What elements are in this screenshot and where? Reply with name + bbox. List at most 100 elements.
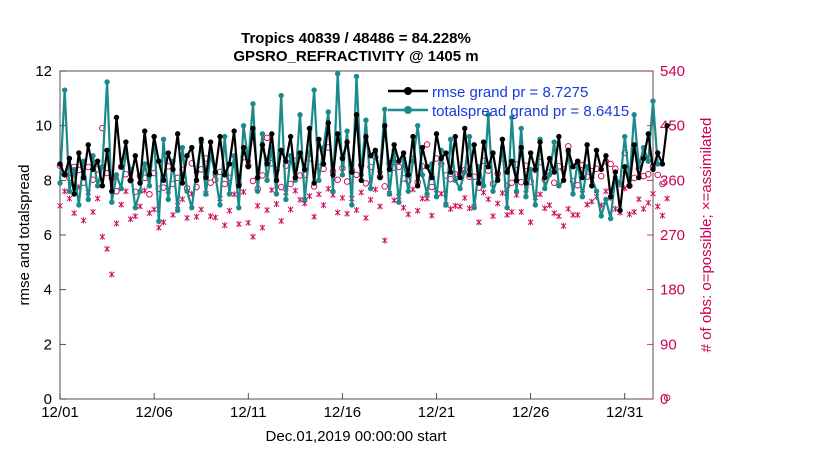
series-point-spread xyxy=(452,177,459,184)
y-tick-label: 8 xyxy=(44,172,52,189)
obs-assimilated-point xyxy=(118,201,125,208)
series-point-rmse xyxy=(269,131,275,137)
obs-assimilated-point xyxy=(603,188,609,195)
series-point-rmse xyxy=(278,147,284,153)
series-point-rmse xyxy=(452,133,459,140)
series-point-spread xyxy=(302,196,308,203)
series-point-spread xyxy=(570,191,576,197)
series-point-rmse xyxy=(372,147,379,153)
series-point-spread xyxy=(509,114,515,121)
series-point-spread xyxy=(85,196,91,203)
series-point-spread xyxy=(189,204,195,211)
obs-assimilated-point xyxy=(231,191,237,198)
series-point-rmse xyxy=(645,131,651,137)
series-point-spread xyxy=(433,194,440,200)
series-point-spread xyxy=(259,131,266,137)
series-point-rmse xyxy=(236,183,242,189)
obs-assimilated-point xyxy=(61,188,68,195)
series-point-rmse xyxy=(109,188,115,194)
obs-assimilated-point xyxy=(198,206,205,213)
obs-assimilated-point xyxy=(372,186,379,193)
series-point-spread xyxy=(254,188,261,194)
y2-tick-label: 360 xyxy=(660,172,685,189)
obs-assimilated-point xyxy=(565,205,572,212)
series-point-rmse xyxy=(396,158,402,164)
obs-assimilated-point xyxy=(438,190,445,197)
series-point-spread xyxy=(283,196,289,203)
obs-possible-point xyxy=(654,171,661,179)
series-point-rmse xyxy=(189,144,195,151)
series-point-rmse xyxy=(447,169,454,175)
series-point-rmse xyxy=(382,122,388,129)
obs-assimilated-point xyxy=(132,213,139,220)
series-point-rmse xyxy=(165,150,171,156)
series-point-rmse xyxy=(287,133,294,140)
series-point-rmse xyxy=(546,155,553,162)
series-point-rmse xyxy=(565,147,571,153)
series-point-rmse xyxy=(636,174,642,181)
series-point-rmse xyxy=(297,150,303,156)
series-point-rmse xyxy=(193,177,200,184)
series-point-spread xyxy=(466,133,473,140)
y2-tick-label: 0 xyxy=(660,391,668,408)
series-point-rmse xyxy=(603,153,609,159)
obs-assimilated-point xyxy=(391,197,397,204)
series-point-spread xyxy=(523,194,529,200)
series-point-spread xyxy=(579,194,586,200)
obs-assimilated-point xyxy=(636,196,642,203)
series-point-spread xyxy=(532,202,539,208)
series-point-spread xyxy=(396,199,402,205)
series-point-rmse xyxy=(203,174,209,181)
obs-possible-point xyxy=(423,141,431,148)
series-point-rmse xyxy=(142,128,148,134)
series-point-spread xyxy=(598,213,604,219)
series-point-spread xyxy=(480,183,487,189)
series-point-rmse xyxy=(353,112,360,118)
series-point-spread xyxy=(645,158,651,164)
obs-assimilated-point xyxy=(494,200,501,207)
series-point-rmse xyxy=(664,122,670,129)
obs-assimilated-point xyxy=(650,190,656,197)
series-point-rmse xyxy=(523,180,529,186)
legend: rmse grand pr = 8.7275 totalspread grand… xyxy=(388,84,629,120)
series-point-rmse xyxy=(306,125,313,132)
series-point-rmse xyxy=(174,131,181,137)
obs-assimilated-point xyxy=(137,203,143,210)
series-point-rmse xyxy=(410,133,416,140)
series-point-spread xyxy=(485,112,491,118)
obs-possible-point xyxy=(334,176,341,183)
series-point-spread xyxy=(250,101,256,107)
y-axis-label: rmse and totalspread xyxy=(16,165,33,306)
series-point-spread xyxy=(109,199,115,205)
series-point-spread xyxy=(226,191,233,197)
series-point-rmse xyxy=(631,142,637,148)
series-point-spread xyxy=(179,144,186,151)
obs-possible-point xyxy=(381,183,388,190)
obs-assimilated-point xyxy=(325,185,332,192)
series-point-spread xyxy=(146,183,153,189)
series-point-rmse xyxy=(462,125,468,132)
series-point-rmse xyxy=(137,180,143,186)
series-point-spread xyxy=(94,183,101,189)
series-point-rmse xyxy=(80,174,87,181)
series-point-rmse xyxy=(640,155,647,162)
series-point-spread xyxy=(546,172,553,178)
x-tick-label: 12/01 xyxy=(41,404,79,421)
obs-assimilated-point xyxy=(94,195,101,202)
series-point-rmse xyxy=(499,136,506,143)
series-point-spread xyxy=(278,92,284,99)
series-point-rmse xyxy=(123,139,129,145)
obs-possible-point xyxy=(659,180,666,188)
obs-assimilated-point xyxy=(334,209,341,216)
obs-assimilated-point xyxy=(499,189,506,197)
series-point-spread xyxy=(650,98,656,104)
series-point-spread xyxy=(217,202,223,208)
obs-assimilated-point xyxy=(584,201,590,208)
series-point-spread xyxy=(593,188,600,194)
obs-assimilated-point xyxy=(518,208,525,216)
obs-assimilated-point xyxy=(146,210,153,217)
series-point-rmse xyxy=(589,183,595,189)
series-point-spread xyxy=(462,169,468,175)
series-point-rmse xyxy=(570,163,576,170)
series-point-rmse xyxy=(160,177,167,184)
